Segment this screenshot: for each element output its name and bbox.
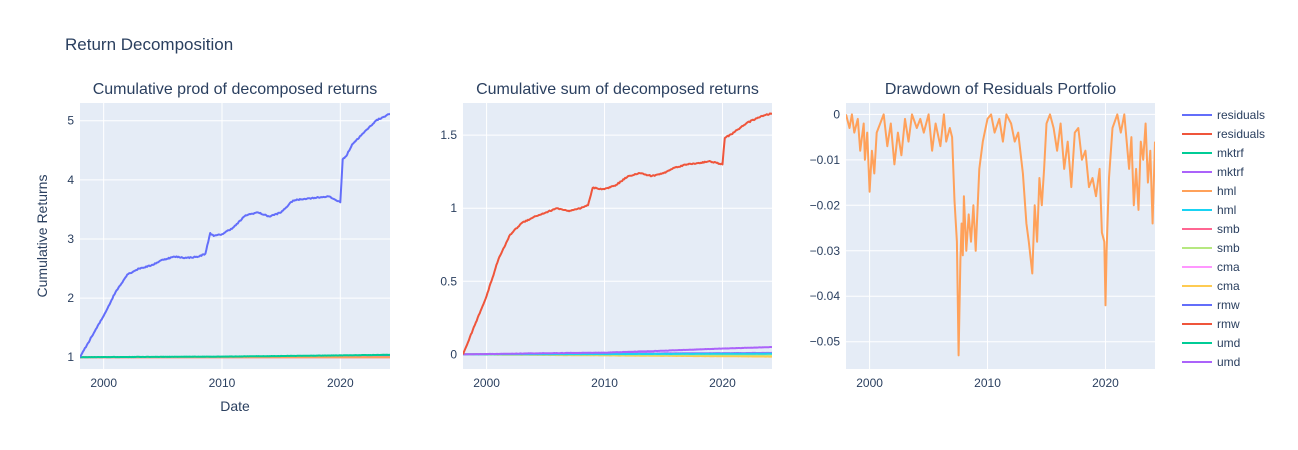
y-tick-label: −0.01 <box>810 153 841 167</box>
legend-label: rmw <box>1217 298 1240 312</box>
legend-label: smb <box>1217 222 1240 236</box>
legend-item-mktrf[interactable]: mktrf <box>1182 146 1244 160</box>
x-tick-label: 2010 <box>209 376 236 390</box>
y-tick-label: 1 <box>450 201 457 215</box>
series-line-mktrf <box>80 353 390 359</box>
legend-label: residuals <box>1217 127 1265 141</box>
plot-area <box>80 103 390 369</box>
plot-area <box>463 103 772 369</box>
legend-item-residuals[interactable]: residuals <box>1182 127 1265 141</box>
series-line-residuals <box>80 112 390 358</box>
x-tick-label: 2020 <box>327 376 354 390</box>
y-tick-label: 0 <box>833 107 840 121</box>
legend-label: smb <box>1217 241 1240 255</box>
series-line-mktrf <box>463 346 772 356</box>
legend: residuals residuals mktrf mktrf hml hml smb smb… <box>1182 108 1265 369</box>
x-tick-label: 2010 <box>974 376 1001 390</box>
figure-title: Return Decomposition <box>65 35 233 54</box>
legend-label: mktrf <box>1217 165 1244 179</box>
series-group <box>463 112 772 358</box>
x-tick-label: 2000 <box>473 376 500 390</box>
legend-label: umd <box>1217 355 1240 369</box>
series-line-residuals <box>846 113 1155 357</box>
y-tick-label: 1 <box>67 350 74 364</box>
subplot-3: 2000 2010 2020 0 −0.01 −0.02 −0.03 −0.04 −0.05 Dr… <box>810 81 1155 390</box>
x-tick-label: 2020 <box>1092 376 1119 390</box>
legend-label: hml <box>1217 184 1236 198</box>
y-tick-label: 0 <box>450 347 457 361</box>
subplot-2: 2000 2010 2020 0 0.5 1 1.5 Cumulative sum of de… <box>440 81 772 390</box>
y-tick-label: 3 <box>67 232 74 246</box>
legend-label: umd <box>1217 336 1240 350</box>
subplot-title: Cumulative sum of decomposed returns <box>476 81 759 98</box>
legend-label: cma <box>1217 279 1240 293</box>
x-tick-label: 2010 <box>591 376 618 390</box>
y-tick-label: −0.02 <box>810 198 841 212</box>
legend-item-hml[interactable]: hml <box>1182 184 1236 198</box>
legend-item-smb[interactable]: smb <box>1182 241 1240 255</box>
y-tick-label: −0.04 <box>810 289 841 303</box>
x-tick-label: 2000 <box>90 376 117 390</box>
legend-item-residuals[interactable]: residuals <box>1182 108 1265 122</box>
series-group <box>80 112 390 359</box>
legend-item-umd[interactable]: umd <box>1182 355 1240 369</box>
series-group <box>846 113 1155 357</box>
y-axis-title: Cumulative Returns <box>34 175 50 298</box>
legend-item-umd[interactable]: umd <box>1182 336 1240 350</box>
y-tick-label: 4 <box>67 173 74 187</box>
legend-label: rmw <box>1217 317 1240 331</box>
legend-item-smb[interactable]: smb <box>1182 222 1240 236</box>
legend-item-cma[interactable]: cma <box>1182 279 1240 293</box>
legend-item-rmw[interactable]: rmw <box>1182 298 1240 312</box>
x-tick-label: 2020 <box>709 376 736 390</box>
y-tick-label: 1.5 <box>440 128 457 142</box>
x-axis-title: Date <box>220 398 250 414</box>
legend-label: hml <box>1217 203 1236 217</box>
series-line-residuals <box>463 112 772 355</box>
y-tick-label: −0.03 <box>810 244 841 258</box>
x-tick-label: 2000 <box>856 376 883 390</box>
y-tick-label: 0.5 <box>440 274 457 288</box>
subplot-title: Cumulative prod of decomposed returns <box>93 81 378 98</box>
legend-item-hml[interactable]: hml <box>1182 203 1236 217</box>
legend-item-mktrf[interactable]: mktrf <box>1182 165 1244 179</box>
legend-item-rmw[interactable]: rmw <box>1182 317 1240 331</box>
y-tick-label: −0.05 <box>810 335 841 349</box>
legend-label: cma <box>1217 260 1240 274</box>
subplot-1: 2000 2010 2020 1 2 3 4 5 Cumulative prod of deco… <box>34 81 390 414</box>
subplot-title: Drawdown of Residuals Portfolio <box>885 81 1116 98</box>
legend-label: residuals <box>1217 108 1265 122</box>
legend-label: mktrf <box>1217 146 1244 160</box>
y-tick-label: 2 <box>67 291 74 305</box>
subplots: 2000 2010 2020 1 2 3 4 5 Cumulative prod of deco… <box>34 81 1155 414</box>
legend-item-cma[interactable]: cma <box>1182 260 1240 274</box>
y-tick-label: 5 <box>67 114 74 128</box>
